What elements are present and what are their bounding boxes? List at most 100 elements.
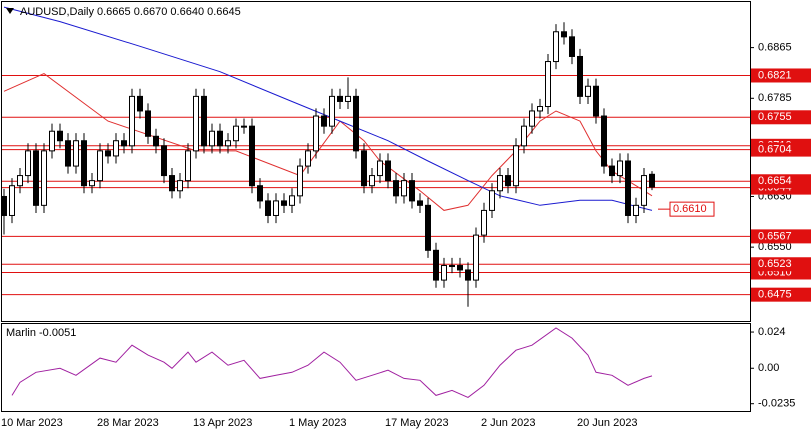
candle-body [129,95,135,147]
level-label: 0.6821 [758,69,792,81]
x-tick-label: 2 Jun 2023 [481,417,535,429]
candle-body [345,95,351,102]
x-tick-label: 20 Jun 2023 [577,417,638,429]
candle-body [337,95,343,102]
candle-body [297,165,303,197]
candle-body [385,160,391,182]
candle-body [545,61,551,108]
candle-body [281,200,287,206]
candle-body [641,175,647,206]
main-panel-frame [1,1,751,322]
candle-body [49,130,55,152]
candle-body [193,95,199,152]
oscillator-title: Marlin -0.0051 [6,327,76,339]
candle-body [649,173,655,188]
candle-body [185,150,191,182]
candle-body [377,160,383,177]
candle-body [369,175,375,187]
candle-body [473,234,479,281]
level-label: 0.6475 [758,289,792,301]
candle-body [417,200,423,206]
level-label: 0.6654 [758,175,792,187]
candle-body [633,204,639,216]
candle-body [97,150,103,182]
candle-body [601,115,607,167]
candle-body [241,125,247,128]
y-tick-label: 0.6785 [758,92,792,104]
candle-body [505,175,511,187]
candle-body [585,85,591,97]
candle-body [17,175,23,187]
candle-body [265,200,271,216]
candle-body [513,145,519,187]
candle-body [65,140,71,167]
candle-body [137,95,143,112]
x-tick-label: 17 May 2023 [385,417,449,429]
level-label: 0.6704 [758,144,792,156]
candle-body [9,185,15,216]
x-tick-label: 1 May 2023 [289,417,346,429]
x-tick-label: 28 Mar 2023 [97,417,159,429]
candle-body [353,95,359,152]
x-tick-label: 13 Apr 2023 [193,417,252,429]
candle-body [209,130,215,147]
y-tick-label: 0.6550 [758,241,792,253]
candle-body [553,31,559,63]
candle-body [233,125,239,142]
candle-body [465,269,471,281]
candle-body [113,140,119,157]
candle-body [225,140,231,147]
candle-body [481,209,487,236]
candle-body [305,150,311,167]
candle-body [433,249,439,281]
candle-body [401,180,407,197]
candle-body [249,125,255,187]
candle-body [409,180,415,202]
candle-body [41,150,47,206]
candle-body [393,180,399,197]
candle-body [89,180,95,187]
candle-body [145,110,151,137]
oscillator-line [11,327,653,398]
candle-body [361,150,367,187]
candle-body [273,200,279,216]
candle-body [561,31,567,38]
annotation-box [669,201,715,217]
y-tick-label: 0.6865 [758,42,792,54]
annotation-label: 0.6610 [673,203,707,215]
candle-body [161,145,167,177]
candle-body [81,140,87,187]
candle-body [457,265,463,271]
candle-body [529,110,535,127]
candle-body [617,160,623,177]
osc-tick-label: 0.024 [758,326,786,338]
level-label: 0.6523 [758,258,792,270]
candle-body [441,265,447,281]
level-label-box [751,229,811,244]
candle-body [201,95,207,147]
level-label: 0.6755 [758,111,792,123]
level-label-box [751,68,811,83]
menu-arrow[interactable] [6,8,14,14]
candle-body [449,265,455,268]
level-label-box [751,257,811,272]
candle-body [217,130,223,147]
osc-tick-label: 0.00 [758,362,779,374]
candle-body [33,150,39,206]
x-tick-label: 10 Mar 2023 [1,417,63,429]
candle-body [321,115,327,127]
candle-body [569,36,575,57]
chart-title: AUDUSD,Daily 0.6665 0.6670 0.6640 0.6645 [20,6,241,18]
candle-body [169,175,175,192]
level-label-box [751,174,811,189]
candle-body [489,190,495,211]
candle-body [73,140,79,167]
level-label-box [751,287,811,302]
level-label-box [751,110,811,125]
moving-average [3,6,653,211]
candle-body [313,115,319,152]
candle-body [625,160,631,216]
candle-body [105,150,111,157]
